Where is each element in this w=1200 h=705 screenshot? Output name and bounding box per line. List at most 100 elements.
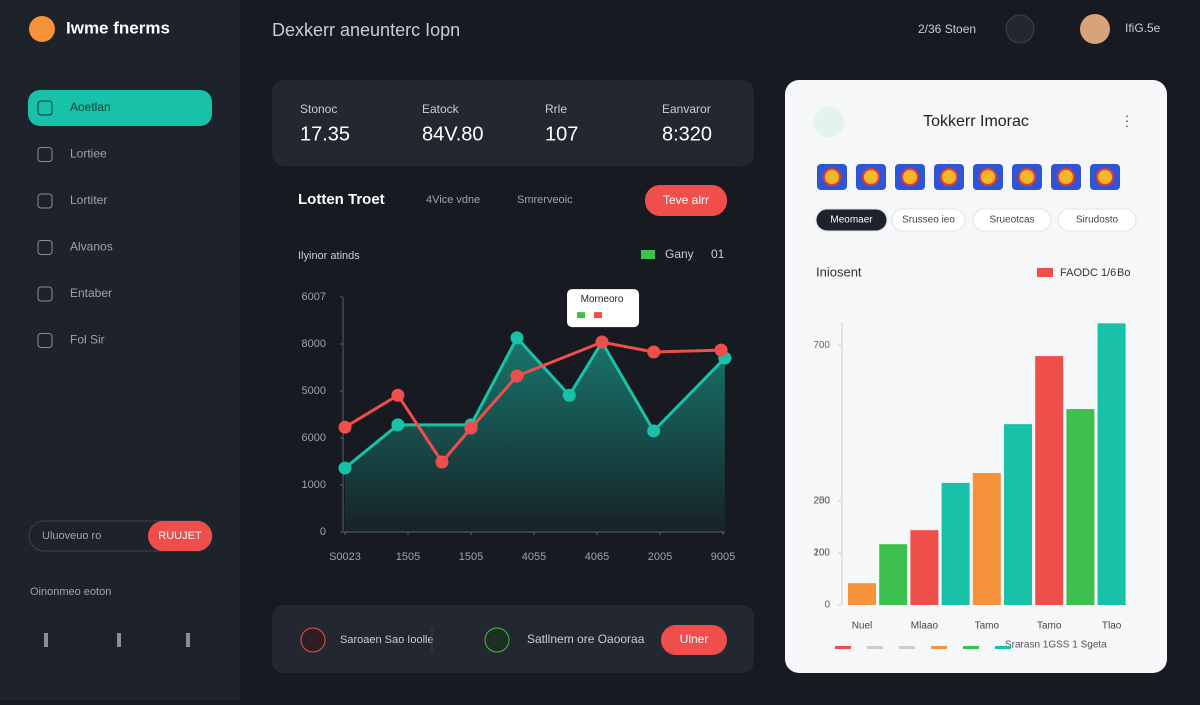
bar[interactable] bbox=[848, 583, 876, 605]
nav-item[interactable]: Entaber bbox=[70, 286, 112, 300]
nav-icon[interactable] bbox=[37, 286, 53, 302]
footer-dash bbox=[963, 646, 979, 649]
stat-label: Eatock bbox=[422, 102, 460, 116]
panel-title: Tokkerr Imorac bbox=[923, 113, 1029, 130]
bar[interactable] bbox=[1004, 424, 1032, 605]
icon bbox=[300, 627, 326, 653]
nav-item[interactable]: Aoetlan bbox=[70, 100, 111, 114]
stat-label: Rrle bbox=[545, 102, 567, 116]
panel-tab[interactable] bbox=[815, 208, 888, 232]
bottom-button[interactable] bbox=[661, 625, 727, 655]
panel-menu[interactable]: ⋮ bbox=[1120, 113, 1134, 129]
icon[interactable] bbox=[44, 633, 48, 647]
y-tick-label: 250 bbox=[813, 496, 830, 507]
point[interactable] bbox=[338, 461, 352, 475]
point[interactable] bbox=[562, 388, 576, 402]
y-tick-label: 1000 bbox=[302, 479, 326, 491]
point[interactable] bbox=[338, 420, 352, 434]
icon[interactable] bbox=[186, 633, 190, 647]
point[interactable] bbox=[510, 331, 524, 345]
chart-button[interactable] bbox=[645, 185, 727, 216]
y-tick-label: 0 bbox=[824, 600, 830, 611]
legend-swatch bbox=[1037, 268, 1053, 277]
tab[interactable]: Smrerveoic bbox=[517, 194, 573, 206]
panel-tab[interactable] bbox=[891, 208, 966, 232]
tooltip-swatch bbox=[577, 312, 586, 319]
nav-icon[interactable] bbox=[37, 333, 53, 348]
x-tick-label: Mlaao bbox=[911, 621, 939, 632]
x-tick-label: S0023 bbox=[329, 551, 361, 563]
y-tick-label: 0 bbox=[320, 526, 326, 538]
y-tick-label: 6000 bbox=[302, 432, 326, 444]
bar-chart-title: Iniosent bbox=[816, 264, 862, 279]
bar[interactable] bbox=[879, 544, 908, 605]
point[interactable] bbox=[464, 421, 478, 435]
nav-item[interactable]: Lortiter bbox=[70, 193, 107, 207]
chip-dot bbox=[862, 168, 880, 186]
tab[interactable]: 4Vice vdne bbox=[426, 194, 480, 206]
sidebar-footer: Oinonmeo eoton bbox=[30, 586, 111, 598]
nav-icon[interactable] bbox=[37, 240, 53, 255]
nav-item[interactable]: Fol Sir bbox=[70, 333, 105, 347]
x-tick-label: 1505 bbox=[459, 551, 483, 563]
point[interactable] bbox=[510, 369, 524, 383]
line bbox=[344, 340, 722, 465]
chip-dot bbox=[979, 168, 997, 186]
chart-title: Lotten Troet bbox=[298, 191, 385, 208]
point[interactable] bbox=[647, 424, 661, 438]
icon bbox=[484, 627, 510, 653]
chip-dot bbox=[940, 168, 958, 186]
bar[interactable] bbox=[1097, 323, 1126, 605]
status: 2/36 Stoen bbox=[918, 22, 976, 36]
chip-dot bbox=[901, 168, 919, 186]
panel-tab[interactable] bbox=[1057, 208, 1137, 232]
logo bbox=[29, 16, 55, 42]
button-text: Ulner bbox=[680, 632, 709, 646]
stat-value: 84V.80 bbox=[422, 123, 484, 145]
icon[interactable] bbox=[117, 633, 121, 647]
bar[interactable] bbox=[1066, 409, 1095, 605]
y-tick-label: 8000 bbox=[302, 338, 326, 350]
panel-tab-label: Srusseo ieo bbox=[902, 215, 955, 226]
chip-dot bbox=[1057, 168, 1075, 186]
button-text: RUUJET bbox=[158, 530, 202, 542]
y-tick-label: 700 bbox=[813, 340, 830, 351]
panel-tab[interactable] bbox=[972, 208, 1052, 232]
bar[interactable] bbox=[910, 530, 939, 605]
sidebar-button[interactable] bbox=[148, 521, 212, 551]
point[interactable] bbox=[647, 345, 661, 359]
point[interactable] bbox=[391, 388, 405, 402]
point[interactable] bbox=[391, 418, 405, 432]
bar[interactable] bbox=[972, 473, 1001, 605]
point[interactable] bbox=[714, 343, 728, 357]
nav-icon[interactable] bbox=[37, 193, 53, 209]
notify-button[interactable] bbox=[1005, 14, 1035, 44]
x-tick-label: 4055 bbox=[522, 551, 546, 563]
x-tick-label: 4065 bbox=[585, 551, 609, 563]
nav-item[interactable]: Alvanos bbox=[70, 240, 113, 254]
y-tick-label: 5000 bbox=[302, 385, 326, 397]
point[interactable] bbox=[595, 335, 609, 349]
button-text: Teve alrr bbox=[663, 193, 709, 207]
footer-dash bbox=[931, 646, 947, 649]
nav-icon[interactable] bbox=[37, 100, 53, 116]
x-tick-label: Tamo bbox=[1037, 621, 1062, 632]
legend-value: 01 bbox=[711, 247, 725, 261]
bar-chart-footer: Srarasn 1GSS 1 Sgeta bbox=[1005, 640, 1107, 651]
user-name: IfiG.5e bbox=[1125, 21, 1161, 35]
avatar[interactable] bbox=[1080, 14, 1110, 44]
panel-icon bbox=[814, 107, 844, 137]
chip-dot bbox=[1096, 168, 1114, 186]
stat-label: Eanvaror bbox=[662, 102, 711, 116]
bottom-item: Saroaen Sao Ioolle bbox=[340, 634, 434, 646]
nav-item[interactable]: Lortiee bbox=[70, 147, 107, 161]
point[interactable] bbox=[435, 455, 449, 469]
stats-card bbox=[272, 80, 754, 166]
bar[interactable] bbox=[941, 482, 970, 605]
nav-icon[interactable] bbox=[37, 147, 53, 162]
tooltip-text: Morneoro bbox=[581, 294, 624, 305]
bar[interactable] bbox=[1035, 356, 1064, 605]
footer-dash bbox=[835, 646, 851, 649]
x-tick-label: Nuel bbox=[852, 621, 873, 632]
